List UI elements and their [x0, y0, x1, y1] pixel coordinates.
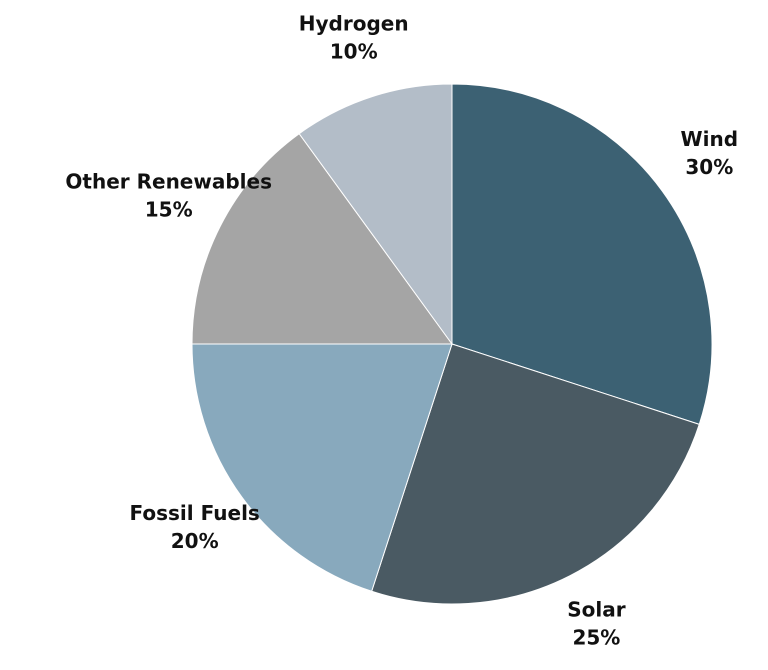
slice-category-label: Solar — [567, 597, 625, 621]
slice-value-label: 10% — [330, 40, 378, 64]
slice-value-label: 30% — [685, 155, 733, 179]
pie-slice-solar — [371, 343, 700, 605]
slice-label-hydrogen: Hydrogen 10% — [299, 12, 409, 64]
slice-value-label: 25% — [572, 625, 620, 649]
slice-category-label: Hydrogen — [299, 12, 409, 36]
pie-slice-hydrogen — [298, 83, 453, 346]
slice-label-other-renewables: Other Renewables 15% — [65, 170, 272, 222]
slice-value-label: 20% — [171, 529, 219, 553]
slice-category-label: Fossil Fuels — [130, 501, 260, 525]
slice-label-fossil-fuels: Fossil Fuels 20% — [130, 501, 260, 553]
slice-label-wind: Wind 30% — [681, 127, 738, 179]
slice-category-label: Other Renewables — [65, 170, 272, 194]
pie-slice-fossil-fuels — [191, 343, 453, 592]
slice-label-solar: Solar 25% — [567, 597, 625, 649]
slice-labels: Wind 30% Solar 25% Fossil Fuels 20% Other Rene… — [65, 12, 738, 650]
pie-slice-other-renewables — [191, 132, 453, 345]
slice-category-label: Wind — [681, 127, 738, 151]
pie-slices — [191, 83, 713, 605]
slice-value-label: 15% — [145, 198, 193, 222]
pie-slice-wind — [451, 83, 713, 425]
